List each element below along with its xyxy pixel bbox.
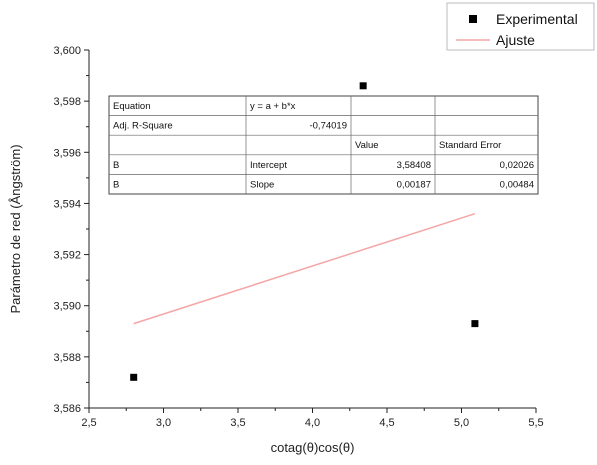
series-layer [130, 82, 479, 381]
x-tick-label: 4,5 [379, 417, 394, 429]
table-cell: Adj. R-Square [113, 121, 173, 132]
table-cell: B [113, 179, 119, 190]
legend-label: Ajuste [496, 32, 535, 48]
x-axis-ticks: 2,5 3,0 3,5 4,0 4,5 5,0 5,5 [81, 408, 544, 429]
data-point [471, 320, 479, 328]
legend-box [446, 2, 595, 51]
y-axis-ticks: 3,586 3,588 3,590 3,592 3,594 3,596 3,598 3,600 [53, 45, 89, 415]
table-cell: Intercept [250, 160, 287, 171]
table-border [108, 95, 539, 195]
table-cell: 0,00484 [500, 179, 534, 190]
table-cell: 3,58408 [397, 160, 431, 171]
table-cell: 0,00187 [397, 179, 431, 190]
y-tick-label: 3,592 [53, 250, 81, 262]
fit-line [133, 212, 476, 325]
table-cell: Slope [250, 179, 274, 190]
legend-label: Experimental [496, 11, 578, 27]
table-cell: -0,74019 [309, 121, 347, 132]
x-tick-label: 5,0 [454, 417, 469, 429]
data-point [359, 82, 367, 90]
x-tick-label: 4,0 [305, 417, 320, 429]
legend: Experimental Ajuste [446, 2, 595, 51]
y-axis-title: Parámetro de red (Ångström) [8, 144, 23, 313]
data-point [130, 373, 138, 381]
y-tick-label: 3,586 [53, 403, 81, 415]
fit-results-table: Equation y = a + b*x Adj. R-Square -0,74019… [108, 95, 539, 195]
table-cell: Equation [113, 101, 151, 112]
table-cell: B [113, 160, 119, 171]
y-tick-label: 3,594 [53, 198, 81, 210]
table-cell: 0,02026 [500, 160, 534, 171]
x-axis-title: cotag(θ)cos(θ) [271, 440, 355, 455]
y-tick-label: 3,596 [53, 147, 81, 159]
x-tick-label: 3,5 [230, 417, 245, 429]
y-tick-label: 3,598 [53, 96, 81, 108]
table-cell: y = a + b*x [250, 101, 296, 112]
y-tick-label: 3,600 [53, 45, 81, 57]
legend-point-swatch [469, 15, 477, 23]
x-tick-label: 5,5 [528, 417, 543, 429]
y-tick-label: 3,588 [53, 352, 81, 364]
x-tick-label: 3,0 [156, 417, 171, 429]
x-tick-label: 2,5 [81, 417, 96, 429]
table-cell: Value [355, 140, 379, 151]
y-tick-label: 3,590 [53, 301, 81, 313]
table-cell: Standard Error [439, 140, 501, 151]
